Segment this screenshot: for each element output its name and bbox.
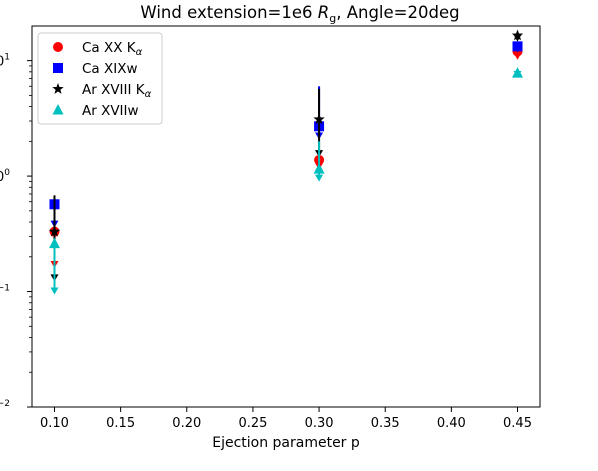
legend-label: Ca XX Kα bbox=[82, 40, 143, 58]
x-tick-label: 0.10 bbox=[40, 416, 69, 431]
upper-limit-arrow bbox=[315, 174, 324, 182]
y-axis: 101 100 10−1 10−2 bbox=[0, 53, 32, 416]
x-tick-label: 0.25 bbox=[238, 416, 267, 431]
x-axis-label: Ejection parameter p bbox=[212, 435, 360, 451]
x-tick-label: 0.20 bbox=[172, 416, 201, 431]
data-point bbox=[313, 113, 325, 125]
x-axis: 0.10 0.15 0.20 0.25 0.30 0.35 0.40 0.45 bbox=[40, 407, 532, 431]
legend-marker bbox=[52, 104, 64, 115]
y-tick-label: 101 bbox=[0, 53, 10, 70]
x-tick-label: 0.15 bbox=[106, 416, 135, 431]
y-tick-label: 10−1 bbox=[0, 284, 10, 301]
y-tick-label: 100 bbox=[0, 168, 10, 185]
y-tick-label: 10−2 bbox=[0, 399, 10, 416]
chart-title: Wind extension=1e6 Rg, Angle=20deg bbox=[140, 3, 459, 25]
legend-label: Ar XVIIw bbox=[82, 103, 139, 119]
series-3 bbox=[48, 67, 524, 295]
data-point bbox=[512, 41, 523, 52]
svg-text:Wind extension=1e6 Rg, Angle=2: Wind extension=1e6 Rg, Angle=20deg bbox=[140, 3, 459, 25]
x-tick-label: 0.35 bbox=[371, 416, 400, 431]
data-point bbox=[48, 237, 60, 249]
data-point bbox=[511, 29, 524, 41]
plot-area bbox=[31, 25, 541, 408]
legend-marker bbox=[53, 42, 63, 52]
data-point bbox=[512, 67, 524, 78]
data-marks bbox=[48, 29, 524, 295]
title-prefix: Wind extension=1e6 bbox=[140, 3, 317, 22]
legend: Ca XX Kα Ca XIXw Ar XVIII Kα Ar XVIIw bbox=[37, 32, 163, 125]
legend-box bbox=[37, 32, 163, 125]
title-subscript: g bbox=[329, 12, 336, 25]
data-point bbox=[48, 225, 61, 237]
x-tick-label: 0.45 bbox=[503, 416, 532, 431]
x-tick-label: 0.30 bbox=[305, 416, 334, 431]
legend-marker bbox=[52, 83, 64, 94]
x-tick-label: 0.40 bbox=[437, 416, 466, 431]
legend-label: Ar XVIII Kα bbox=[82, 82, 152, 100]
legend-marker bbox=[53, 63, 63, 73]
data-point bbox=[313, 163, 325, 174]
title-symbol: R bbox=[318, 3, 329, 22]
legend-label: Ca XIXw bbox=[82, 61, 138, 77]
title-suffix: , Angle=20deg bbox=[336, 3, 459, 22]
upper-limit-arrow bbox=[50, 287, 59, 295]
